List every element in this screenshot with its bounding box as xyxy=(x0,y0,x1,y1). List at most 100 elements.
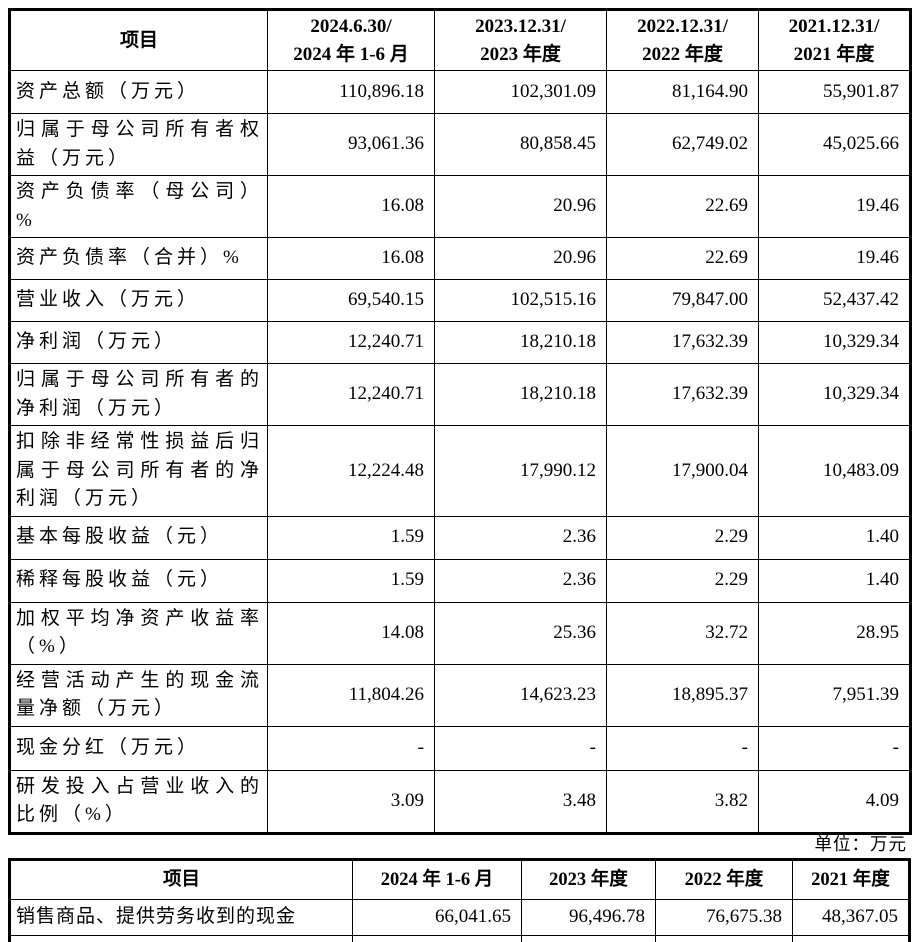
value-cell: 10,329.34 xyxy=(758,363,911,427)
value-cell: 12,240.71 xyxy=(267,363,435,427)
value-cell: 2.36 xyxy=(434,558,607,603)
empty-cell xyxy=(792,935,910,942)
table-row: 销售商品、提供劳务收到的现金 66,041.65 96,496.78 76,67… xyxy=(9,899,910,936)
row-label: 稀释每股收益（元） xyxy=(9,558,268,603)
value-cell: 16.08 xyxy=(267,237,435,281)
value-cell: 2.29 xyxy=(606,558,759,603)
table-row: 研发投入占营业收入的比例（%） 3.09 3.48 3.82 4.09 xyxy=(9,769,911,834)
value-cell: 7,951.39 xyxy=(758,663,911,727)
value-cell: 3.09 xyxy=(267,769,435,834)
column-header-2024: 2024 年 1-6 月 xyxy=(352,859,522,900)
value-cell: 93,061.36 xyxy=(267,113,435,177)
column-header-item: 项目 xyxy=(9,859,353,900)
value-cell: 3.48 xyxy=(434,769,607,834)
header-line: 2024 年 1-6 月 xyxy=(293,43,409,65)
value-cell: 62,749.02 xyxy=(606,113,759,177)
value-cell: 102,301.09 xyxy=(434,70,607,115)
table-row: 净利润（万元） 12,240.71 18,210.18 17,632.39 10… xyxy=(9,321,911,365)
value-cell: - xyxy=(267,725,435,771)
value-cell: 110,896.18 xyxy=(267,70,435,115)
value-cell: 1.40 xyxy=(758,515,911,560)
value-cell: 18,210.18 xyxy=(434,363,607,427)
header-line: 2024.6.30/ xyxy=(310,16,392,37)
value-cell: - xyxy=(434,725,607,771)
column-header-2021: 2021.12.31/ 2021 年度 xyxy=(758,8,911,72)
row-label: 扣除非经常性损益后归属于母公司所有者的净利润（万元） xyxy=(9,425,268,517)
value-cell: 18,895.37 xyxy=(606,663,759,727)
value-cell: 20.96 xyxy=(434,175,607,239)
value-cell: 17,632.39 xyxy=(606,321,759,365)
value-cell: 80,858.45 xyxy=(434,113,607,177)
column-header-2021: 2021 年度 xyxy=(792,859,910,900)
header-line: 2022 年度 xyxy=(642,43,723,65)
header-line: 2021 年度 xyxy=(793,43,875,65)
value-cell: 12,224.48 xyxy=(267,425,435,517)
row-label: 营业收入（万元） xyxy=(9,279,268,323)
financial-indicators-table: 项目 2024.6.30/ 2024 年 1-6 月 2023.12.31/ 2… xyxy=(8,8,912,835)
value-cell: 20.96 xyxy=(434,237,607,281)
value-cell: 69,540.15 xyxy=(267,279,435,323)
table-row: 归属于母公司所有者权益（万元） 93,061.36 80,858.45 62,7… xyxy=(9,113,911,177)
value-cell: 76,675.38 xyxy=(655,899,793,936)
value-cell: 17,990.12 xyxy=(434,425,607,517)
value-cell: 19.46 xyxy=(758,175,911,239)
value-cell: 1.59 xyxy=(267,515,435,560)
unit-note: 单位：万元 xyxy=(814,834,907,854)
value-cell: 2.36 xyxy=(434,515,607,560)
value-cell: 12,240.71 xyxy=(267,321,435,365)
value-cell: 81,164.90 xyxy=(606,70,759,115)
header-line: 2021.12.31/ xyxy=(788,16,880,37)
row-label: 现金分红（万元） xyxy=(9,725,268,771)
value-cell: 18,210.18 xyxy=(434,321,607,365)
column-header-2022: 2022 年度 xyxy=(655,859,793,900)
value-cell: 16.08 xyxy=(267,175,435,239)
value-cell: 19.46 xyxy=(758,237,911,281)
value-cell: 48,367.05 xyxy=(792,899,910,936)
value-cell: 66,041.65 xyxy=(352,899,522,936)
row-label: 资产负债率（合并）% xyxy=(9,237,268,281)
value-cell: 11,804.26 xyxy=(267,663,435,727)
empty-cell xyxy=(9,935,353,942)
table-row: 基本每股收益（元） 1.59 2.36 2.29 1.40 xyxy=(9,515,911,560)
column-header-2023: 2023 年度 xyxy=(521,859,656,900)
column-header-2024: 2024.6.30/ 2024 年 1-6 月 xyxy=(267,8,435,72)
value-cell: - xyxy=(606,725,759,771)
table-row: 扣除非经常性损益后归属于母公司所有者的净利润（万元） 12,224.48 17,… xyxy=(9,425,911,517)
value-cell: 79,847.00 xyxy=(606,279,759,323)
row-label: 加权平均净资产收益率（%） xyxy=(9,601,268,665)
header-line: 项目 xyxy=(119,29,158,51)
table-header-row: 项目 2024 年 1-6 月 2023 年度 2022 年度 2021 年度 xyxy=(9,859,910,900)
value-cell: 22.69 xyxy=(606,175,759,239)
value-cell: 17,900.04 xyxy=(606,425,759,517)
header-line: 2023 年度 xyxy=(480,43,561,65)
row-label: 资产总额（万元） xyxy=(9,70,268,115)
cash-flow-table: 项目 2024 年 1-6 月 2023 年度 2022 年度 2021 年度 … xyxy=(8,858,911,942)
row-label: 净利润（万元） xyxy=(9,321,268,365)
header-line: 2023.12.31/ xyxy=(475,16,566,37)
value-cell: 14,623.23 xyxy=(434,663,607,727)
row-label: 销售商品、提供劳务收到的现金 xyxy=(9,899,353,936)
row-label: 基本每股收益（元） xyxy=(9,515,268,560)
value-cell: 22.69 xyxy=(606,237,759,281)
column-header-2023: 2023.12.31/ 2023 年度 xyxy=(434,8,607,72)
row-label: 研发投入占营业收入的比例（%） xyxy=(9,769,268,834)
table-row: 资产负债率（合并）% 16.08 20.96 22.69 19.46 xyxy=(9,237,911,281)
value-cell: 55,901.87 xyxy=(758,70,911,115)
table-row: 现金分红（万元） - - - - xyxy=(9,725,911,771)
value-cell: 17,632.39 xyxy=(606,363,759,427)
value-cell: - xyxy=(758,725,911,771)
value-cell: 4.09 xyxy=(758,769,911,834)
empty-cell xyxy=(352,935,522,942)
partial-next-row xyxy=(9,935,910,942)
header-line: 2022.12.31/ xyxy=(637,16,728,37)
table-row: 资产总额（万元） 110,896.18 102,301.09 81,164.90… xyxy=(9,70,911,115)
value-cell: 96,496.78 xyxy=(521,899,656,936)
value-cell: 2.29 xyxy=(606,515,759,560)
value-cell: 10,329.34 xyxy=(758,321,911,365)
table-row: 稀释每股收益（元） 1.59 2.36 2.29 1.40 xyxy=(9,558,911,603)
table-row: 加权平均净资产收益率（%） 14.08 25.36 32.72 28.95 xyxy=(9,601,911,665)
value-cell: 25.36 xyxy=(434,601,607,665)
table-row: 营业收入（万元） 69,540.15 102,515.16 79,847.00 … xyxy=(9,279,911,323)
table-row: 归属于母公司所有者的净利润（万元） 12,240.71 18,210.18 17… xyxy=(9,363,911,427)
